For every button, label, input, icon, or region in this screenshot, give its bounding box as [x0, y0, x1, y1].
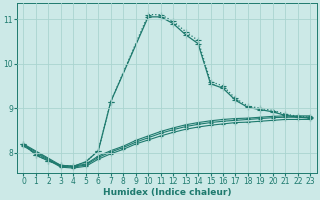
X-axis label: Humidex (Indice chaleur): Humidex (Indice chaleur)	[103, 188, 231, 197]
